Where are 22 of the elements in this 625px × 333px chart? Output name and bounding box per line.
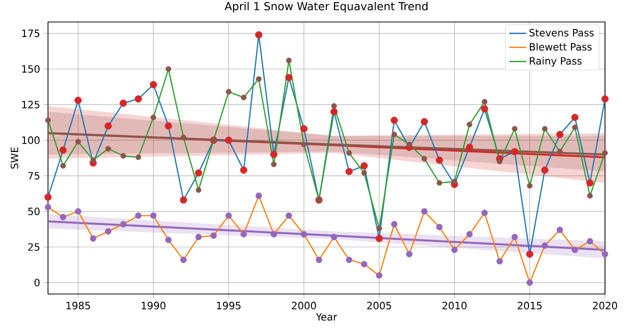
legend-label: Blewett Pass	[530, 42, 592, 51]
x-tick-label: 1995	[217, 302, 240, 310]
x-tick-label: 2010	[442, 302, 467, 310]
legend-label: Rainy Pass	[530, 56, 582, 67]
legend-label: Stevens Pass	[530, 28, 594, 36]
y-tick-label: 125	[22, 100, 40, 108]
y-tick-label: 75	[28, 172, 40, 180]
x-tick-label: 2005	[367, 302, 392, 310]
y-tick-label: 100	[22, 136, 40, 144]
y-tick-label: 175	[22, 30, 40, 38]
x-tick-label: 2000	[292, 302, 316, 310]
x-tick-label: 2020	[593, 302, 618, 310]
y-tick-label: 150	[22, 65, 40, 73]
chart-title: April 1 Snow Water Equavalent Trend	[224, 2, 428, 12]
x-tick-label: 2015	[518, 302, 542, 310]
y-tick-label: 25	[28, 243, 40, 251]
x-tick-label: 1990	[142, 302, 166, 310]
x-tick-label: 1985	[66, 302, 90, 310]
y-tick-label: 0	[34, 278, 40, 286]
y-axis-title: SWE	[10, 147, 18, 169]
x-axis-title: Year	[316, 313, 338, 321]
y-tick-label: 50	[28, 208, 40, 216]
